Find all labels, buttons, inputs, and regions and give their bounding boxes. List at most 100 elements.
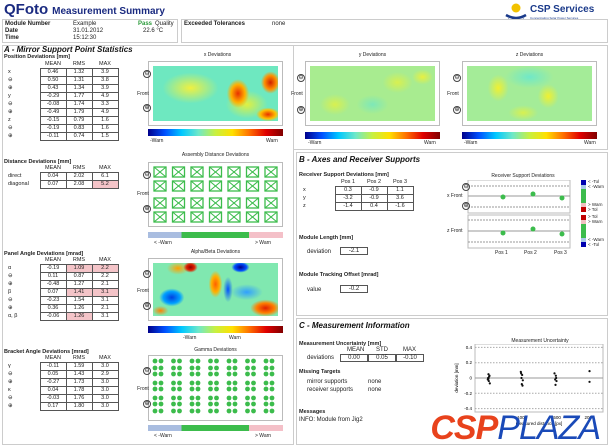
z-front-label: z Front — [447, 228, 463, 234]
gamma-dot — [152, 401, 158, 407]
cell-value: 2.9 — [91, 370, 119, 379]
time-label: Time — [5, 35, 19, 41]
data-point — [487, 377, 490, 380]
y-deviations-plot[interactable] — [305, 61, 440, 126]
cell-value: -0.9 — [360, 194, 388, 203]
cell-value: -0.11 — [39, 362, 67, 371]
gamma-dot — [232, 365, 238, 371]
cell-value: 2.2 — [91, 272, 119, 281]
col-header: MAX — [99, 355, 111, 361]
uncertainty-chart: 0.4 0.2 0 -0.2 -0.4 500 1000 1500 2000 deviation … — [454, 344, 604, 426]
table-row: ⊖ -0.19 0.83 1.6 — [4, 124, 119, 133]
position-deviations-table: MEAN RMS MAX x 0.46 1.32 3.9 ⊖ 0.50 1.31 3.8 ⊕ 0.43 1… — [4, 61, 119, 141]
table-row: ⊖ 0.50 1.31 3.8 — [4, 76, 119, 85]
gamma-dot — [232, 395, 238, 401]
x-tick-label: 1500 — [551, 415, 562, 420]
date-label: Date — [5, 28, 19, 34]
gamma-dot — [245, 386, 250, 392]
gamma-dot — [226, 380, 232, 386]
gamma-dot — [189, 395, 195, 401]
alphabeta-deviations-plot[interactable] — [148, 258, 283, 321]
gamma-dot — [251, 401, 256, 407]
col-header: Pos 1 — [340, 179, 356, 185]
assembly-deviations-plot[interactable] — [148, 162, 283, 227]
y-tick-label: 0.2 — [466, 360, 473, 365]
gamma-dot — [226, 371, 232, 377]
module-length-label: deviation — [307, 249, 332, 255]
cell-value: 0.50 — [39, 76, 67, 85]
cell-value: 3.1 — [91, 288, 119, 297]
gamma-dot — [189, 401, 195, 407]
cell-value: 1.80 — [65, 402, 93, 411]
x-deviations-plot[interactable] — [148, 61, 283, 126]
pass-status: Pass — [138, 21, 153, 27]
gamma-dot — [158, 408, 164, 414]
page-subtitle: Measurement Summary — [52, 6, 165, 17]
x-colorbar-pos-warn: Warn — [266, 138, 278, 144]
cell-value: 1.1 — [386, 186, 414, 195]
section-b-title: B - Axes and Receiver Supports — [299, 155, 421, 164]
table-row: ⊕ -0.49 1.79 4.9 — [4, 108, 119, 117]
cell-value: 0.43 — [39, 84, 67, 93]
gamma-dot — [226, 395, 232, 401]
cell-value: 3.8 — [91, 76, 119, 85]
gamma-dot — [195, 371, 201, 377]
table-row: y -0.29 1.77 4.9 — [4, 92, 119, 101]
gamma-dot — [269, 371, 275, 377]
assembly-cell — [190, 166, 204, 178]
page-title: QFoto Measurement Summary — [4, 1, 165, 18]
assembly-cell — [153, 211, 167, 223]
cell-value: 3.3 — [91, 100, 119, 109]
gamma-dot — [177, 365, 182, 371]
section-c-title: C - Measurement Information — [299, 321, 410, 330]
x-pos2-marker — [530, 191, 536, 197]
gamma-deviations-plot[interactable] — [148, 355, 283, 421]
y-axis-label: deviation [mm] — [454, 363, 459, 392]
cell-value: 0.05 — [39, 370, 67, 379]
cell-value: 0.07 — [39, 288, 67, 297]
section-a-title: A - Mirror Support Point Statistics — [4, 45, 133, 54]
gamma-dot — [232, 371, 238, 377]
cell-value: 1.32 — [65, 68, 93, 77]
data-point — [554, 374, 557, 377]
z-colorbar — [462, 132, 597, 139]
z-deviations-plot[interactable] — [462, 61, 597, 126]
col-header: MEAN — [45, 355, 61, 361]
cell-value: -1.4 — [334, 202, 362, 211]
y-tick-label: 0.4 — [466, 345, 473, 350]
assembly-cell — [208, 197, 223, 209]
x-pos1-marker — [500, 194, 506, 200]
gamma-colorbar — [148, 425, 283, 431]
front-label: Front — [137, 386, 149, 392]
cell-value: 3.0 — [91, 394, 119, 403]
table-row: ⊖ -0.23 1.54 3.1 — [4, 296, 119, 305]
gamma-dot — [177, 401, 182, 407]
y-tick-label: 0 — [469, 376, 472, 381]
gamma-dot — [189, 371, 195, 377]
row-label: α — [8, 265, 12, 271]
cell-value: -0.29 — [39, 92, 67, 101]
cell-value: 1.76 — [65, 394, 93, 403]
table-row: z -0.15 0.79 1.6 — [4, 116, 119, 125]
gamma-dot — [195, 386, 201, 392]
z-colorbar-neg-warn: -Warn — [464, 140, 478, 146]
x-colorbar — [148, 129, 283, 136]
gamma-dot — [208, 401, 213, 407]
row-label: ⊕ — [8, 403, 13, 409]
assembly-lt-warn: < -Warn — [154, 240, 172, 246]
gamma-dot — [208, 380, 213, 386]
assembly-cell — [190, 211, 204, 223]
missing-targets-title: Missing Targets — [299, 369, 341, 375]
tracking-offset-value: -0.2 — [340, 285, 368, 293]
uncertainty-title: Measurement Uncertainty [mm] — [299, 341, 382, 347]
missing-receiver-label: receiver supports — [307, 387, 354, 393]
gamma-dot — [251, 395, 256, 401]
assembly-cell — [227, 211, 241, 223]
row-label: ⊖ — [8, 273, 13, 279]
alphabeta-colorbar — [148, 326, 283, 333]
x-tick-label: 1000 — [517, 415, 528, 420]
gamma-dot — [158, 401, 164, 407]
row-label: ⊖ — [8, 101, 13, 107]
table-row: ⊕ -0.48 1.27 2.1 — [4, 280, 119, 289]
gamma-dot — [269, 408, 275, 414]
